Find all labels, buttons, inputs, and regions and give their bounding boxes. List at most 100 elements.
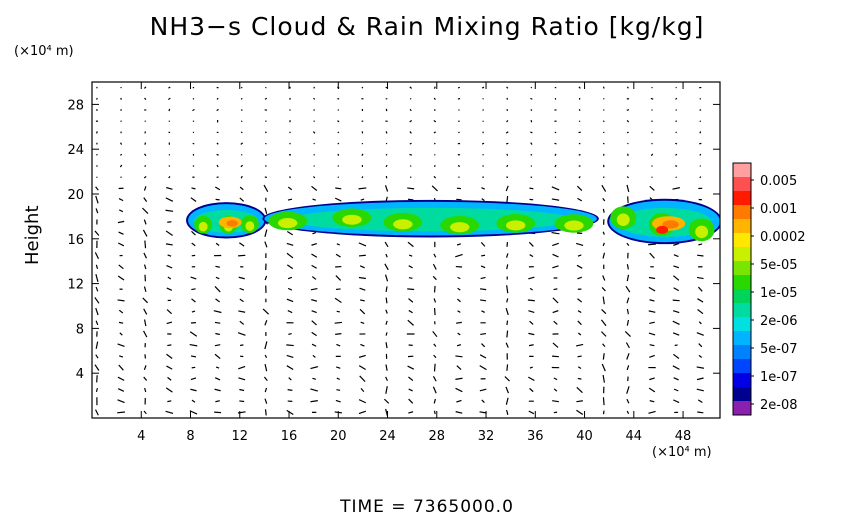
- wind-vector: [214, 377, 221, 381]
- wind-vector: [216, 164, 219, 168]
- wind-vector: [482, 109, 484, 111]
- wind-vector: [602, 197, 606, 202]
- wind-vector: [673, 388, 679, 392]
- wind-vector: [672, 310, 680, 314]
- wind-vector: [576, 400, 583, 403]
- wind-vector: [167, 376, 172, 381]
- wind-vector: [409, 142, 412, 145]
- cloud-core: [198, 221, 208, 232]
- wind-vector: [626, 264, 629, 270]
- wind-vector: [360, 343, 365, 347]
- wind-vector: [674, 344, 678, 347]
- wind-vector: [626, 410, 630, 415]
- wind-vector: [288, 377, 292, 381]
- wind-vector: [433, 363, 436, 372]
- wind-vector: [117, 299, 125, 302]
- wind-vector: [675, 165, 678, 167]
- time-label: TIME = 7365000.0: [340, 497, 514, 517]
- wind-vector: [358, 254, 366, 257]
- wind-vector: [337, 109, 340, 111]
- wind-vector: [214, 388, 221, 392]
- wind-vector: [119, 332, 123, 336]
- wind-vector: [576, 386, 583, 394]
- wind-vector: [626, 319, 630, 326]
- wind-vector: [144, 86, 147, 89]
- wind-vector: [166, 186, 173, 190]
- wind-vector: [697, 399, 703, 404]
- wind-vector: [505, 253, 509, 258]
- wind-vector: [697, 286, 703, 292]
- wind-vector: [313, 97, 316, 100]
- wind-vector: [191, 187, 196, 190]
- wind-vector: [506, 409, 509, 415]
- wind-vector: [214, 411, 222, 414]
- wind-vector: [143, 252, 148, 259]
- wind-vector: [95, 307, 99, 316]
- wind-vector: [165, 243, 173, 246]
- wind-vector: [530, 97, 533, 100]
- wind-vector: [433, 131, 436, 134]
- cloud-core: [656, 225, 669, 234]
- wind-vector: [626, 386, 630, 394]
- wind-vector: [358, 276, 366, 280]
- wind-vector: [432, 275, 437, 281]
- wind-vector: [95, 195, 99, 204]
- wind-vector: [166, 365, 173, 370]
- wind-vector: [311, 253, 318, 258]
- colorbar: 0.005 0.001 0.0002 5e-05 1e-05 2e-06 5e-07 1e-0…: [732, 162, 806, 416]
- wind-vector: [313, 165, 315, 167]
- wind-vector: [554, 164, 557, 168]
- wind-vector: [240, 120, 243, 123]
- wind-vector: [337, 120, 340, 123]
- wind-vector: [216, 142, 219, 145]
- y-tick-label: 12: [67, 278, 84, 293]
- wind-vector: [286, 409, 294, 415]
- wind-vector: [409, 97, 412, 100]
- wind-vector: [554, 153, 557, 156]
- wind-vector: [238, 310, 246, 313]
- wind-vector: [239, 242, 245, 247]
- wind-vector: [334, 297, 342, 304]
- wind-vector: [118, 355, 124, 358]
- wind-vector: [118, 231, 124, 235]
- wind-vector: [358, 365, 366, 371]
- wind-vector: [117, 376, 125, 381]
- wind-vector: [506, 320, 509, 326]
- wind-vector: [95, 97, 98, 100]
- wind-vector: [191, 230, 196, 236]
- wind-vector: [263, 376, 268, 381]
- wind-vector: [191, 288, 196, 291]
- wind-vector: [95, 409, 99, 416]
- wind-vector: [141, 207, 149, 215]
- wind-vector: [143, 175, 147, 179]
- wind-vector: [626, 86, 629, 89]
- wind-vector: [192, 108, 195, 112]
- wind-vector: [602, 275, 606, 281]
- wind-vector: [651, 109, 653, 111]
- wind-vector: [480, 276, 486, 280]
- wind-vector: [240, 131, 243, 134]
- wind-vector: [166, 321, 173, 325]
- wind-vector: [238, 365, 246, 370]
- wind-vector: [312, 232, 317, 235]
- cloud-core: [695, 225, 709, 239]
- colorbar-label: 2e-08: [760, 398, 798, 413]
- wind-vector: [457, 86, 461, 89]
- wind-vector: [698, 354, 703, 358]
- wind-vector: [144, 153, 147, 157]
- wind-vector: [264, 409, 267, 416]
- wind-vector: [240, 142, 244, 145]
- wind-vector: [143, 410, 147, 415]
- wind-vector: [334, 321, 342, 324]
- wind-vector: [408, 277, 413, 279]
- x-tick-label: 36: [527, 429, 544, 444]
- wind-vector: [237, 411, 246, 414]
- wind-vector: [528, 410, 535, 415]
- colorbar-swatch: [733, 163, 751, 178]
- wind-vector: [649, 321, 655, 325]
- wind-vector: [385, 364, 388, 371]
- x-tick-label: 24: [379, 429, 396, 444]
- wind-vector: [455, 387, 463, 393]
- x-tick-label: 32: [478, 429, 495, 444]
- wind-vector: [312, 354, 316, 358]
